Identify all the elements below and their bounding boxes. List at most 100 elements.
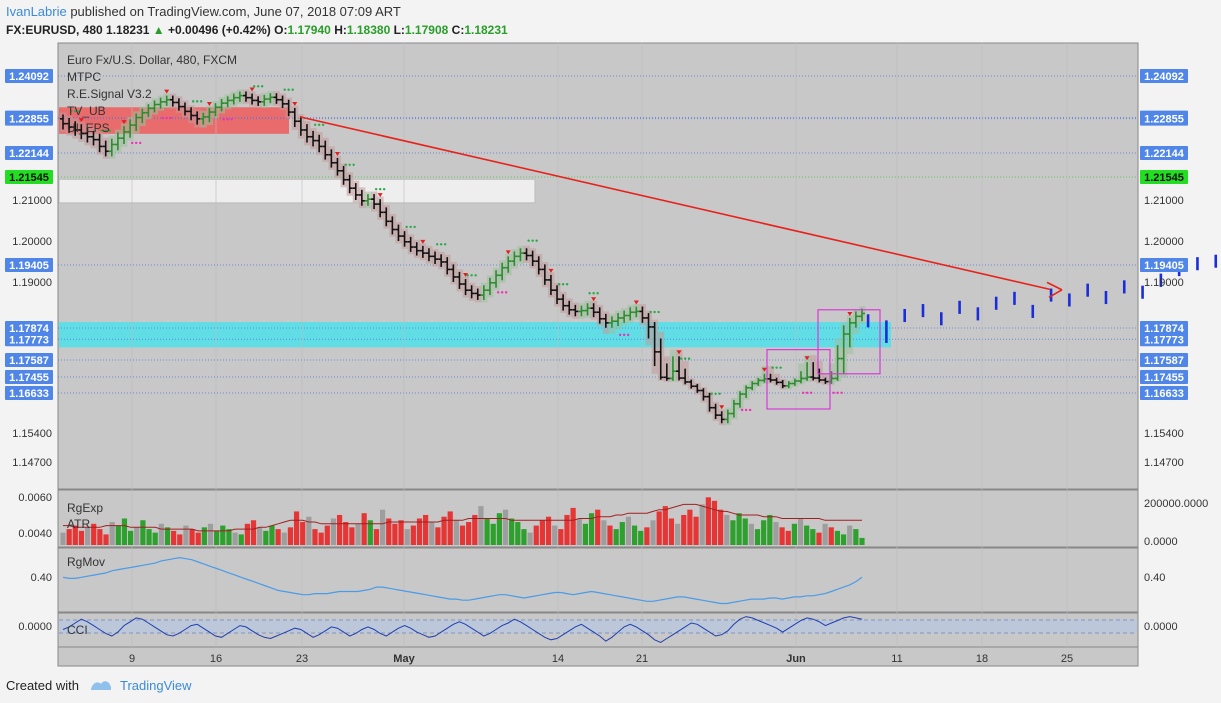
atr-bar <box>373 529 380 545</box>
atr-bar <box>711 500 718 545</box>
atr-line <box>63 503 862 532</box>
price-label-bg-right <box>1140 111 1188 126</box>
atr-bar <box>177 534 183 545</box>
signal-dot <box>443 243 447 246</box>
price-label-right: 1.19405 <box>1144 260 1184 272</box>
atr-bar <box>226 529 232 545</box>
signal-dot <box>134 141 138 145</box>
close-label: C: <box>451 23 465 37</box>
atr-bar <box>761 520 767 545</box>
atr-bar <box>650 520 656 545</box>
atr-bar <box>330 518 337 545</box>
cci-right-tick: 0.0000 <box>1144 621 1178 633</box>
signal-arrow <box>420 239 426 244</box>
rgmov-right-tick: 0.40 <box>1144 572 1165 584</box>
signal-dot <box>679 357 683 360</box>
atr-bar <box>847 525 853 545</box>
atr-bar <box>220 525 226 545</box>
atr-bar <box>804 525 810 545</box>
atr-bar <box>539 520 545 545</box>
last-price: 1.18231 <box>106 23 150 37</box>
atr-bar <box>785 530 791 545</box>
signal-dot <box>649 310 652 314</box>
signal-dot <box>409 225 412 229</box>
signal-dot <box>378 187 382 191</box>
atr-bar <box>392 523 398 545</box>
signal-dot <box>531 239 534 242</box>
signal-dot <box>744 408 748 412</box>
signal-dot <box>653 310 656 314</box>
signal-arrow <box>249 87 255 92</box>
price-label-bg-left <box>5 170 53 184</box>
signal-dot <box>801 391 805 394</box>
signal-dot <box>496 291 500 294</box>
publish-info: IvanLabrie published on TradingView.com,… <box>6 4 401 19</box>
price-tick-left: 1.20000 <box>12 236 52 248</box>
atr-bar <box>797 518 804 545</box>
signal-dot <box>374 187 378 191</box>
atr-bar <box>423 514 429 545</box>
atr-bar <box>859 537 865 545</box>
atr-bar <box>386 518 392 545</box>
atr-bar <box>822 523 828 545</box>
signal-dot <box>718 392 721 396</box>
tradingview-link[interactable]: TradingView <box>120 678 192 693</box>
atr-bar <box>78 530 85 545</box>
price-label-right: 1.22144 <box>1144 148 1185 160</box>
atr-bar <box>601 520 607 545</box>
price-label-left: 1.19405 <box>9 260 49 272</box>
atr-bar <box>441 516 447 545</box>
time-axis[interactable] <box>57 646 1139 667</box>
signal-dot <box>687 357 691 360</box>
price-label-right: 1.21545 <box>1144 172 1184 184</box>
signal-dot <box>348 163 351 166</box>
atr-bar <box>472 514 478 545</box>
atr-bar <box>687 509 693 545</box>
signal-arrow <box>548 268 554 273</box>
signal-dot <box>352 163 355 166</box>
signal-dot <box>470 274 473 277</box>
atr-bar <box>97 529 103 545</box>
signal-dot <box>748 408 752 412</box>
price-tick-left: 1.15400 <box>12 428 52 440</box>
atr-bar <box>558 529 564 545</box>
time-tick: 9 <box>129 653 135 665</box>
signal-dot <box>287 88 290 91</box>
signal-arrow <box>121 120 127 125</box>
signal-dot <box>622 333 626 337</box>
atr-bar <box>631 525 638 545</box>
atr-bar <box>484 518 490 545</box>
signal-dot <box>836 391 839 394</box>
signal-dot <box>283 88 286 91</box>
tradingview-logo-icon[interactable] <box>89 678 113 695</box>
atr-bar <box>293 511 300 545</box>
atr-bar <box>564 514 570 545</box>
signal-dot <box>657 310 660 314</box>
rgmov-pane[interactable] <box>57 547 1139 613</box>
time-tick: May <box>393 653 415 665</box>
signal-dot <box>500 291 504 294</box>
signal-dot <box>626 333 630 337</box>
price-label-left: 1.16633 <box>9 388 49 400</box>
signal-dot <box>321 123 325 126</box>
price-label-left: 1.17455 <box>9 372 49 384</box>
price-label-bg-left <box>5 146 53 160</box>
atr-bar <box>115 525 121 545</box>
atr-bar <box>201 527 207 545</box>
signal-arrow <box>847 311 853 316</box>
atr-bar <box>318 532 324 545</box>
indicator-resignal: R.E.Signal V3.2 <box>67 87 152 101</box>
atr-pane-indicator: ATR <box>67 517 90 531</box>
price-label-left: 1.17874 <box>9 323 50 335</box>
atr-bar <box>103 534 109 545</box>
price-label-bg-right <box>1140 170 1188 184</box>
author-link[interactable]: IvanLabrie <box>6 4 67 19</box>
atr-bar <box>478 506 484 545</box>
created-with: Created with <box>6 678 79 693</box>
atr-bar <box>66 529 72 545</box>
atr-pane-title: RgExp <box>67 501 103 515</box>
signal-dot <box>474 274 477 277</box>
cci-line <box>62 616 863 643</box>
open-value: 1.17940 <box>287 23 331 37</box>
